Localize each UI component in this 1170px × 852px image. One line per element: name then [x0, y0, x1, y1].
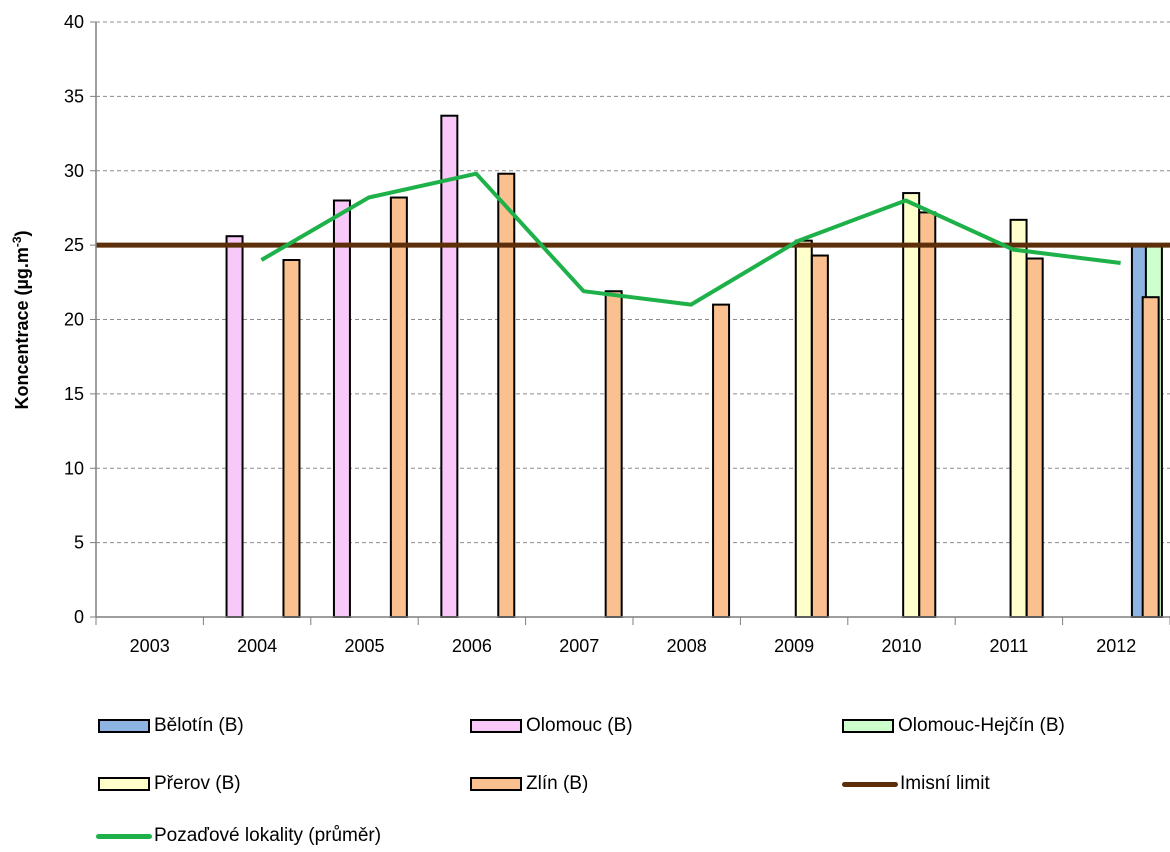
- x-tick-label: 2005: [344, 636, 384, 656]
- legend-label-background: Pozaďové lokality (průměr): [154, 825, 382, 846]
- legend-item-belotin: Bělotín (B): [98, 714, 244, 738]
- legend-swatch-prerov: [98, 777, 150, 791]
- lines: [96, 171, 1170, 307]
- legend-item-limit: Imisní limit: [842, 772, 990, 796]
- y-tick-label: 20: [64, 310, 84, 330]
- x-tick-label: 2006: [452, 636, 492, 656]
- legend-swatch-zlin: [470, 777, 522, 791]
- legend-label-hejcin: Olomouc-Hejčín (B): [898, 715, 1065, 736]
- y-tick-label: 35: [64, 86, 84, 106]
- bar: [497, 172, 516, 618]
- gridlines: [96, 21, 1170, 544]
- bar: [794, 239, 813, 618]
- y-tick-label: 15: [64, 384, 84, 404]
- legend-swatch-hejcin: [842, 719, 894, 733]
- bar: [1141, 296, 1160, 618]
- y-tick-label: 25: [64, 235, 84, 255]
- legend-label-olomouc: Olomouc (B): [526, 715, 633, 736]
- x-tick-label: 2007: [559, 636, 599, 656]
- bar: [1025, 257, 1044, 618]
- legend-line-background: [96, 833, 152, 839]
- bar: [902, 192, 921, 618]
- legend-item-hejcin: Olomouc-Hejčín (B): [842, 714, 1065, 738]
- legend-item-prerov: Přerov (B): [98, 772, 241, 796]
- legend-item-zlin: Zlín (B): [470, 772, 588, 796]
- y-axis-ticks: 0 5 10 15 20 25 30 35 40: [64, 12, 96, 627]
- bar: [389, 196, 408, 618]
- y-axis-title-close: ): [12, 230, 32, 236]
- x-axis-ticks: 2003 2004 2005 2006 2007 2008 2009 2010 2011 2012: [95, 617, 1170, 656]
- y-axis-title: Koncentrace (µg.m-3): [10, 230, 32, 409]
- legend-swatch-belotin: [98, 719, 150, 733]
- legend-label-limit: Imisní limit: [900, 773, 990, 794]
- bar: [604, 290, 623, 618]
- x-tick-label: 2008: [667, 636, 707, 656]
- background-average-line: [260, 171, 1121, 307]
- bars: [225, 114, 1163, 619]
- legend: Bělotín (B) Olomouc (B) Olomouc-Hejčín (…: [0, 700, 1170, 850]
- legend-item-background: Pozaďové lokality (průměr): [96, 824, 381, 848]
- bar: [282, 259, 301, 618]
- x-tick-label: 2010: [881, 636, 921, 656]
- y-tick-label: 30: [64, 161, 84, 181]
- y-axis-title-text: Koncentrace (µg.m: [12, 247, 32, 409]
- legend-label-prerov: Přerov (B): [154, 773, 241, 794]
- bar: [1009, 218, 1028, 618]
- bar: [332, 199, 351, 618]
- legend-line-limit: [842, 781, 898, 787]
- bar: [712, 303, 731, 618]
- legend-label-belotin: Bělotín (B): [154, 715, 244, 736]
- y-tick-label: 10: [64, 458, 84, 478]
- x-tick-label: 2011: [990, 636, 1029, 656]
- bar: [810, 254, 829, 618]
- legend-label-zlin: Zlín (B): [526, 773, 589, 794]
- bar: [440, 114, 459, 619]
- y-tick-label: 0: [74, 607, 84, 627]
- x-tick-label: 2009: [774, 636, 814, 656]
- x-tick-label: 2012: [1096, 636, 1136, 656]
- x-tick-label: 2003: [130, 636, 170, 656]
- y-axis-title-sup: -3: [10, 236, 24, 247]
- y-tick-label: 5: [74, 533, 84, 553]
- x-tick-label: 2004: [237, 636, 277, 656]
- legend-swatch-olomouc: [470, 719, 522, 733]
- bar: [918, 211, 937, 618]
- legend-item-olomouc: Olomouc (B): [470, 714, 633, 738]
- y-tick-label: 40: [64, 12, 84, 32]
- bar: [225, 235, 244, 618]
